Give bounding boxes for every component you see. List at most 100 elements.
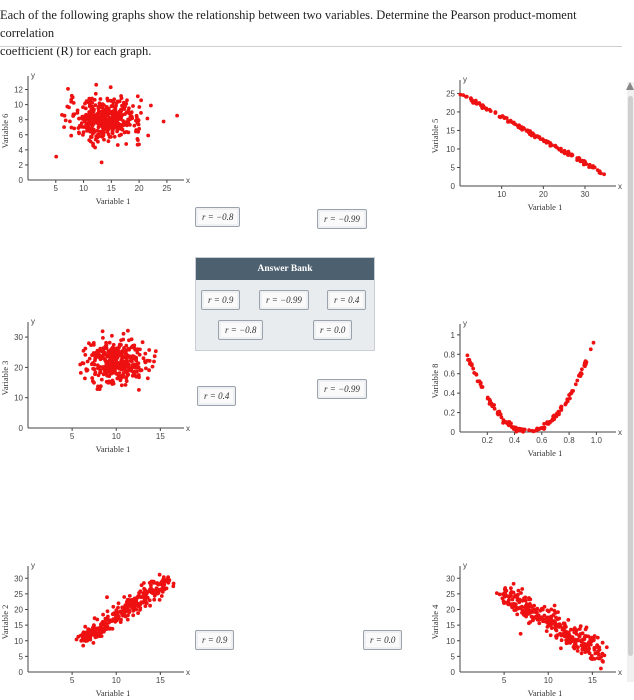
data-point (139, 583, 144, 588)
data-point (96, 384, 100, 389)
data-point (545, 621, 550, 625)
data-point (549, 626, 554, 630)
data-point (137, 142, 141, 147)
data-point (469, 362, 474, 367)
data-point (600, 659, 605, 663)
data-point (111, 100, 116, 105)
answer-chip-3[interactable]: r = 0.4 (327, 290, 367, 310)
data-point (542, 138, 546, 143)
scatter-plot-svg: x y 10 20 30 0 5 10 15 20 25 Variable 1 Variable 5 (430, 75, 622, 212)
drop-zone-graph-4[interactable]: r = −0.99 (317, 379, 367, 399)
data-point (144, 366, 148, 371)
data-point (158, 581, 163, 586)
data-point (562, 148, 567, 153)
data-point (101, 372, 106, 377)
data-point (549, 614, 554, 619)
data-point (134, 601, 138, 606)
data-point (600, 651, 605, 656)
data-point (563, 402, 568, 407)
y-tick-label: 8 (19, 116, 24, 125)
data-point (582, 361, 587, 365)
drop-zone-graph-6[interactable]: r = 0.0 (363, 630, 403, 650)
data-point (552, 619, 557, 623)
data-point (525, 128, 530, 133)
answer-chip-2[interactable]: r = −0.99 (259, 290, 309, 310)
data-point (76, 126, 81, 130)
data-point (97, 387, 102, 391)
data-point (573, 642, 578, 647)
data-point (542, 422, 546, 426)
data-point (145, 116, 150, 121)
data-point (111, 604, 116, 609)
data-point (101, 366, 106, 371)
data-point (117, 344, 122, 348)
data-point (120, 610, 124, 615)
data-point (92, 380, 96, 385)
data-point (89, 135, 94, 139)
data-point (124, 356, 129, 361)
data-point (114, 101, 119, 105)
x-tick-label: 15 (156, 432, 165, 441)
data-point (566, 149, 571, 154)
scrollbar-thumb[interactable] (628, 96, 633, 656)
y-tick-label: 20 (446, 606, 455, 615)
data-point (566, 153, 570, 157)
drop-zone-graph-3[interactable]: r = 0.4 (197, 386, 237, 406)
x-axis-letter: x (618, 668, 622, 677)
data-point (542, 618, 547, 622)
data-point (556, 610, 560, 614)
x-axis-label: Variable 1 (96, 444, 131, 454)
answer-chip-4[interactable]: r = −0.8 (218, 320, 264, 340)
y-tick-label: 0.4 (444, 389, 456, 398)
y-tick-label: 20 (446, 108, 455, 117)
x-tick-label: 0.2 (482, 436, 494, 445)
y-tick-label: 15 (446, 621, 455, 630)
data-point (549, 607, 554, 612)
data-point (119, 617, 123, 622)
data-point (532, 609, 537, 614)
answer-chip-1[interactable]: r = 0.9 (201, 290, 241, 310)
data-point (81, 638, 86, 643)
data-point (553, 143, 558, 148)
drop-zone-graph-5[interactable]: r = 0.9 (195, 630, 235, 650)
data-point (518, 605, 522, 610)
answer-chip-5[interactable]: r = 0.0 (313, 320, 353, 340)
data-point (587, 640, 592, 645)
data-point (122, 604, 127, 609)
data-point (573, 629, 578, 634)
data-point (145, 376, 150, 381)
y-tick-label: 25 (446, 89, 455, 98)
y-tick-label: 30 (14, 333, 23, 342)
data-point (93, 354, 97, 359)
data-point (102, 352, 106, 356)
data-point (93, 113, 98, 117)
data-point (139, 111, 143, 115)
data-point (503, 586, 508, 590)
data-point (83, 119, 87, 124)
data-point (119, 132, 123, 137)
data-point (127, 123, 132, 127)
drop-zone-graph-1[interactable]: r = −0.8 (195, 207, 241, 227)
data-point (510, 597, 515, 602)
data-point (125, 353, 130, 357)
data-point (465, 353, 470, 358)
y-tick-label: 0 (19, 176, 24, 185)
data-point (130, 363, 135, 367)
x-axis-label: Variable 1 (528, 202, 563, 212)
data-point (77, 116, 81, 121)
data-point (112, 109, 117, 114)
data-point (509, 586, 513, 591)
data-point (66, 87, 70, 91)
data-point (161, 584, 166, 588)
data-point (138, 347, 142, 352)
scroll-up-arrow-icon[interactable] (626, 82, 634, 90)
data-point (145, 358, 150, 363)
data-point (528, 608, 533, 613)
data-point (153, 589, 158, 593)
drop-zone-graph-2[interactable]: r = −0.99 (317, 209, 367, 229)
data-point (91, 641, 96, 645)
data-point (121, 371, 126, 375)
x-tick-label: 10 (112, 676, 121, 685)
data-point (576, 638, 581, 643)
data-point (111, 612, 116, 617)
